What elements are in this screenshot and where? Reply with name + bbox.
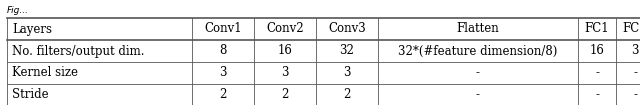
Text: -: - [633,66,637,79]
Text: 8: 8 [220,45,227,58]
Text: 3: 3 [631,45,639,58]
Text: Conv2: Conv2 [266,22,304,35]
Text: Conv3: Conv3 [328,22,366,35]
Text: 16: 16 [589,45,604,58]
Text: 2: 2 [220,89,227,102]
Text: Flatten: Flatten [456,22,499,35]
Text: FC2: FC2 [623,22,640,35]
Text: Fig...: Fig... [7,6,29,15]
Text: 2: 2 [282,89,289,102]
Text: -: - [476,89,480,102]
Text: Conv1: Conv1 [204,22,242,35]
Text: -: - [595,89,599,102]
Text: 32*(#feature dimension/8): 32*(#feature dimension/8) [398,45,557,58]
Text: -: - [633,89,637,102]
Text: 3: 3 [343,66,351,79]
Text: 16: 16 [278,45,292,58]
Text: Layers: Layers [12,22,52,35]
Text: Stride: Stride [12,89,49,102]
Text: No. filters/output dim.: No. filters/output dim. [12,45,145,58]
Text: 32: 32 [340,45,355,58]
Text: FC1: FC1 [585,22,609,35]
Text: -: - [476,66,480,79]
Text: 3: 3 [220,66,227,79]
Text: 3: 3 [281,66,289,79]
Text: Kernel size: Kernel size [12,66,78,79]
Text: -: - [595,66,599,79]
Text: 2: 2 [343,89,351,102]
